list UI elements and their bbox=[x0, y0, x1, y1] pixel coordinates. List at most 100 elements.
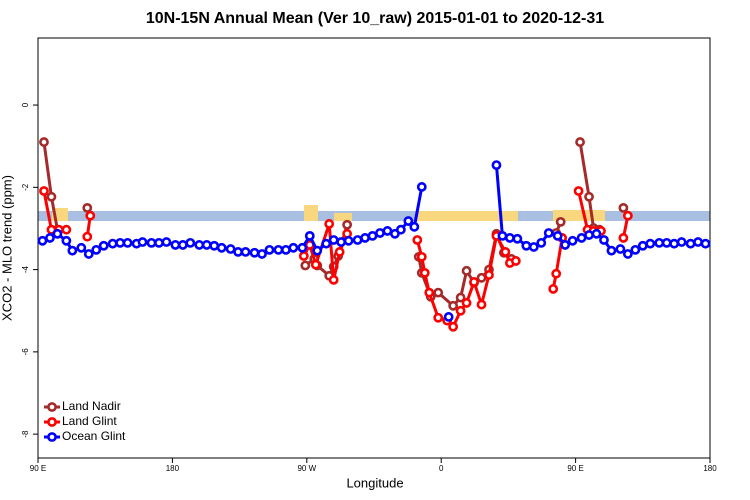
point bbox=[225, 244, 236, 254]
point bbox=[584, 191, 594, 202]
point bbox=[573, 186, 584, 196]
point bbox=[433, 312, 444, 323]
point bbox=[375, 228, 385, 238]
point bbox=[46, 191, 57, 202]
point bbox=[360, 233, 370, 243]
point bbox=[37, 235, 48, 246]
y-tick-label: -8 bbox=[21, 430, 30, 438]
y-tick-label: -6 bbox=[21, 348, 30, 356]
point bbox=[543, 228, 554, 238]
chart-title: 10N-15N Annual Mean (Ver 10_raw) 2015-01… bbox=[146, 10, 604, 27]
point bbox=[504, 233, 515, 243]
point bbox=[560, 240, 571, 250]
point bbox=[334, 247, 345, 257]
point bbox=[233, 247, 244, 257]
point bbox=[382, 226, 393, 236]
point bbox=[45, 233, 55, 243]
point bbox=[630, 244, 641, 255]
point bbox=[177, 240, 188, 250]
point bbox=[548, 284, 559, 294]
y-tick-label: -2 bbox=[21, 183, 30, 191]
point bbox=[419, 267, 430, 278]
point bbox=[194, 240, 205, 250]
point bbox=[584, 230, 594, 240]
legend-marker bbox=[47, 402, 57, 412]
band-yellow bbox=[52, 208, 68, 221]
point bbox=[343, 235, 354, 246]
point bbox=[312, 245, 323, 256]
point bbox=[654, 237, 665, 248]
point bbox=[645, 238, 656, 249]
x-tick-label: 90 E bbox=[567, 464, 583, 473]
point bbox=[67, 245, 78, 256]
point bbox=[669, 238, 680, 249]
point bbox=[403, 216, 414, 226]
point bbox=[416, 251, 427, 262]
point bbox=[170, 240, 181, 250]
point bbox=[424, 287, 435, 298]
band-yellow bbox=[304, 205, 318, 221]
point bbox=[115, 237, 126, 248]
point bbox=[528, 242, 539, 252]
point bbox=[555, 216, 566, 227]
point bbox=[76, 242, 87, 253]
point bbox=[622, 249, 633, 259]
x-axis-label: Longitude bbox=[346, 475, 403, 490]
point bbox=[240, 247, 251, 257]
point bbox=[661, 237, 672, 248]
point bbox=[342, 219, 353, 230]
point bbox=[298, 251, 309, 261]
point bbox=[551, 268, 562, 279]
point bbox=[567, 235, 578, 246]
point bbox=[606, 245, 617, 256]
point bbox=[637, 240, 648, 251]
point bbox=[448, 300, 459, 311]
point bbox=[693, 237, 703, 247]
point bbox=[304, 230, 315, 241]
point bbox=[552, 230, 563, 241]
point bbox=[461, 265, 472, 276]
x-tick-label: 0 bbox=[439, 464, 444, 473]
point bbox=[209, 240, 220, 251]
point bbox=[575, 137, 585, 147]
legend-marker bbox=[47, 432, 57, 442]
band-yellow bbox=[334, 213, 352, 221]
x-tick-label: 90 E bbox=[30, 464, 46, 473]
point bbox=[321, 238, 332, 249]
point bbox=[85, 210, 96, 221]
point bbox=[154, 237, 164, 248]
point bbox=[185, 237, 196, 248]
legend-label: Land Glint bbox=[62, 414, 117, 428]
band-yellow bbox=[553, 210, 605, 221]
point bbox=[455, 305, 466, 316]
point bbox=[469, 277, 479, 287]
point bbox=[576, 233, 587, 243]
point bbox=[82, 231, 93, 242]
point bbox=[328, 274, 339, 285]
point bbox=[367, 230, 378, 241]
point bbox=[83, 249, 94, 259]
legend-label: Ocean Glint bbox=[62, 429, 126, 443]
point bbox=[497, 230, 508, 241]
point bbox=[599, 235, 609, 245]
band bbox=[38, 205, 710, 221]
point bbox=[461, 298, 472, 308]
y-tick-label: 0 bbox=[21, 102, 30, 107]
point bbox=[500, 247, 511, 257]
point bbox=[61, 235, 72, 246]
point bbox=[395, 224, 406, 235]
point bbox=[685, 238, 696, 249]
point bbox=[676, 237, 687, 247]
point bbox=[137, 237, 148, 247]
point bbox=[249, 247, 260, 258]
band-blue bbox=[38, 211, 710, 221]
point bbox=[618, 233, 629, 243]
point bbox=[324, 219, 335, 229]
point bbox=[39, 186, 49, 196]
point bbox=[700, 238, 711, 249]
point bbox=[98, 240, 109, 251]
point bbox=[280, 244, 291, 255]
point bbox=[416, 182, 427, 192]
point bbox=[328, 235, 339, 245]
